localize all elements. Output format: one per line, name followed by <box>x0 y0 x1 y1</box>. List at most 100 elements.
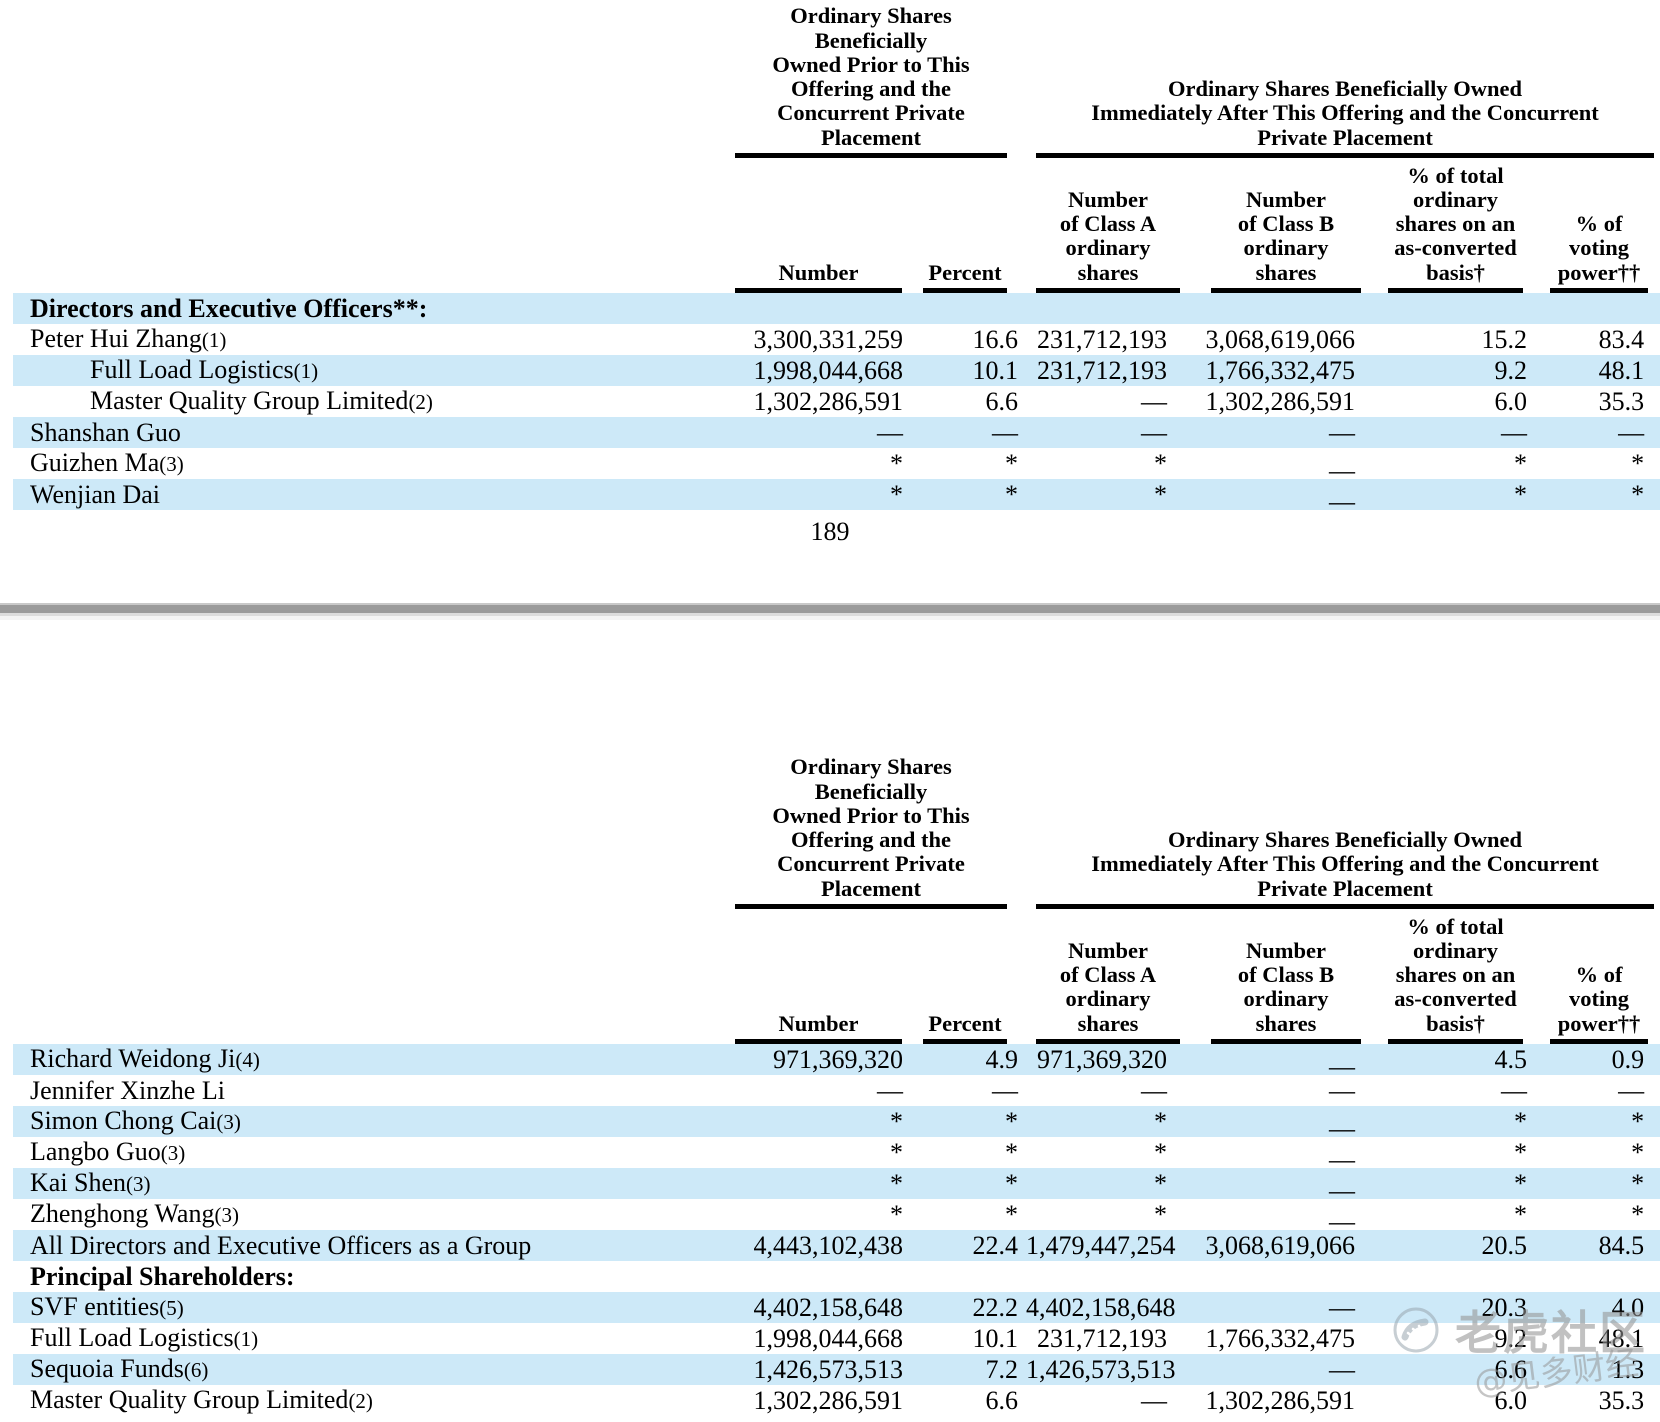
cell-percent: 4.9 <box>916 1044 1027 1075</box>
row-label-cell: Richard Weidong Ji(4) <box>13 1044 725 1075</box>
em-dash-low: — <box>1329 1175 1356 1205</box>
footnote-ref: (3) <box>216 1110 241 1134</box>
table-row: Shanshan Guo — — — — — — <box>13 417 1660 448</box>
cell-class_a: 971,369,320 <box>1026 1044 1194 1075</box>
cell-class_a: 231,712,193 <box>1037 324 1168 354</box>
cell-class_a: 231,712,193 <box>1037 1323 1168 1353</box>
row-label-cell: Master Quality Group Limited(2) <box>13 386 725 417</box>
table-row: Directors and Executive Officers**: <box>13 293 1660 324</box>
column-header-line: as-converted <box>1394 986 1517 1012</box>
cell-percent: 10.1 <box>972 1323 1019 1353</box>
column-header-cell: Number <box>725 909 916 1044</box>
cell-voting: — <box>1540 417 1660 448</box>
group-header-line: Placement <box>821 875 921 901</box>
header-spacer-cell <box>13 909 725 1044</box>
cell-percent: 6.6 <box>985 1385 1019 1415</box>
cell-as_converted: 4.5 <box>1371 1044 1541 1075</box>
cell-voting <box>1540 1261 1660 1292</box>
ownership-table-page-2: Ordinary Shares Beneficially Owned Prior t… <box>13 753 1660 1416</box>
column-header-percent: Percent <box>923 260 1008 293</box>
cell-class_a: * <box>1154 1199 1168 1229</box>
group-header-prior: Ordinary Shares Beneficially Owned Prior t… <box>735 3 1008 158</box>
cell-number: 4,402,158,648 <box>725 1292 916 1323</box>
cell-number: 1,998,044,668 <box>725 355 916 386</box>
group-header-line: Ordinary Shares Beneficially Owned <box>1168 827 1523 853</box>
em-dash-low: — <box>1329 455 1356 485</box>
footnote-ref: (1) <box>293 359 319 383</box>
row-label: Wenjian Dai <box>30 479 161 509</box>
group-header-prior-cell: Ordinary Shares Beneficially Owned Prior t… <box>725 2 1026 158</box>
cell-percent: 22.4 <box>916 1230 1027 1261</box>
column-header-number: Number <box>735 260 902 293</box>
cell-class_b: — <box>1193 1137 1371 1174</box>
cell-class_b <box>1193 1261 1371 1292</box>
row-label-cell: Jennifer Xinzhe Li <box>13 1075 725 1106</box>
table-row: Simon Chong Cai(3) * * * — * * <box>13 1106 1660 1143</box>
table-row: Kai Shen(3) * * * — * * <box>13 1168 1660 1205</box>
cell-voting: 48.1 <box>1598 1323 1645 1353</box>
column-header-line: shares <box>1077 1010 1139 1036</box>
cell-class_a: * <box>1154 1137 1168 1167</box>
column-header-cell: % of voting power†† <box>1540 158 1660 293</box>
cell-as_converted: 20.5 <box>1371 1230 1541 1261</box>
footnote-ref: (2) <box>348 1389 373 1413</box>
table-row: Peter Hui Zhang(1) 3,300,331,259 16.6 231,7… <box>13 324 1660 355</box>
group-header-prior: Ordinary Shares Beneficially Owned Prior t… <box>735 754 1008 909</box>
group-header-line: Offering and the <box>791 76 951 102</box>
row-label: Master Quality Group Limited <box>90 386 409 415</box>
column-header-cell: Number <box>725 158 916 293</box>
column-header-line: of Class A <box>1059 211 1157 237</box>
column-header-line: % of <box>1575 962 1623 988</box>
cell-number: * <box>725 479 916 510</box>
column-header-line: ordinary <box>1243 235 1329 261</box>
cell-as_converted: * <box>1514 448 1528 478</box>
page-break-divider <box>0 603 1660 620</box>
cell-class_b: — <box>1193 1354 1372 1385</box>
cell-number: 4,443,102,438 <box>725 1230 916 1261</box>
row-label: Simon Chong Cai <box>30 1106 217 1135</box>
em-dash-low: — <box>1329 1051 1356 1081</box>
cell-class_a: * <box>1026 1168 1194 1199</box>
column-header-line: basis† <box>1426 259 1485 285</box>
footnote-ref: (4) <box>235 1048 260 1072</box>
row-label: SVF entities <box>30 1292 160 1321</box>
cell-class_b: — <box>1193 479 1372 516</box>
cell-voting: 0.9 <box>1540 1044 1660 1075</box>
cell-number <box>725 293 916 324</box>
footnote-ref: (1) <box>201 328 227 352</box>
column-header-as_converted: % of total ordinary shares on an as-convert… <box>1388 163 1524 293</box>
table-body: Directors and Executive Officers**: Peter… <box>13 293 1660 516</box>
cell-voting: 35.3 <box>1598 1385 1645 1415</box>
group-header-after-cell: Ordinary Shares Beneficially Owned Immedi… <box>1026 2 1660 158</box>
column-header-line: ordinary <box>1065 235 1151 261</box>
column-header-line: % of total <box>1407 913 1504 939</box>
cell-as_converted: 9.2 <box>1371 355 1541 386</box>
cell-class_b: — <box>1193 1292 1372 1323</box>
column-header-line: shares on an <box>1395 211 1516 237</box>
cell-class_a: 1,479,447,254 <box>1026 1230 1194 1261</box>
group-header-line: Immediately After This Offering and the … <box>1091 100 1599 126</box>
cell-as_converted <box>1371 293 1541 324</box>
column-header-line: Percent <box>928 1010 1002 1036</box>
group-header-line: Ordinary Shares <box>790 754 952 780</box>
row-label-cell: Full Load Logistics(1) <box>13 355 725 386</box>
cell-percent <box>916 1261 1026 1292</box>
group-header-line: Ordinary Shares Beneficially Owned <box>1168 76 1523 102</box>
footnote-ref: (6) <box>183 1358 209 1382</box>
cell-percent: — <box>992 1075 1019 1105</box>
group-header-line: Offering and the <box>791 827 951 853</box>
cell-percent: * <box>916 479 1027 510</box>
column-header-cell: Percent <box>916 909 1026 1044</box>
column-header-line: % of <box>1575 211 1623 237</box>
cell-class_a: — <box>1141 1075 1168 1105</box>
table-row: SVF entities(5) 4,402,158,648 22.2 4,402,15… <box>13 1292 1660 1323</box>
row-label-cell: Shanshan Guo <box>13 417 725 448</box>
table-row: All Directors and Executive Officers as … <box>13 1230 1660 1261</box>
em-dash-low: — <box>1329 486 1356 516</box>
row-label: Full Load Logistics <box>30 1323 234 1352</box>
cell-voting: * <box>1631 1137 1645 1167</box>
em-dash-low: — <box>1329 1144 1356 1174</box>
